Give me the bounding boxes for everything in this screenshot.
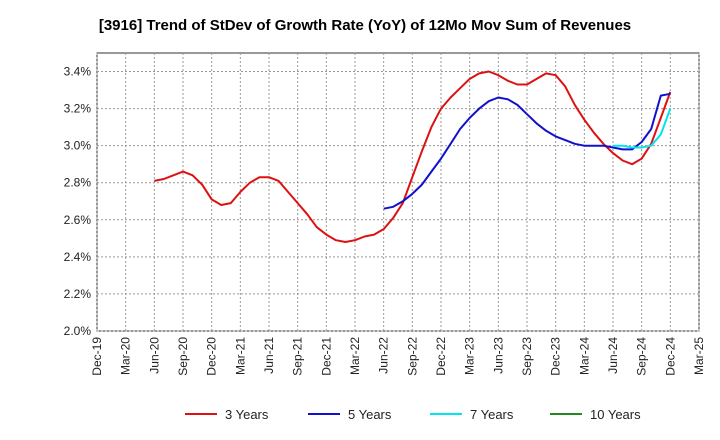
chart-title: [3916] Trend of StDev of Growth Rate (Yo…: [99, 17, 631, 34]
x-tick-label: Mar-23: [463, 337, 477, 375]
x-tick-label: Jun-22: [377, 337, 391, 374]
x-tick-label: Dec-22: [434, 337, 448, 376]
y-tick-label: 3.0%: [64, 139, 92, 153]
y-tick-label: 3.2%: [64, 102, 92, 116]
series-line-5-years: [383, 92, 671, 210]
plot-area: [96, 52, 700, 332]
y-tick-label: 2.6%: [64, 213, 92, 227]
grid-lines: [96, 53, 700, 332]
x-tick-label: Dec-20: [205, 337, 219, 376]
legend-label: 3 Years: [225, 407, 269, 422]
x-tick-label: Mar-25: [692, 337, 706, 375]
x-tick-label: Mar-22: [348, 337, 362, 375]
x-tick-label: Jun-20: [147, 337, 161, 374]
x-tick-label: Mar-24: [577, 337, 591, 375]
y-tick-label: 3.4%: [64, 65, 92, 79]
y-tick-label: 2.2%: [64, 287, 92, 301]
y-axis-ticks: 2.0% 2.2% 2.4% 2.6% 2.8% 3.0% 3.2% 3.4%: [64, 65, 92, 338]
legend-label: 7 Years: [470, 407, 514, 422]
x-tick-label: Dec-19: [90, 337, 104, 376]
x-tick-label: Mar-20: [119, 337, 133, 375]
x-axis-ticks: Dec-19 Mar-20 Jun-20 Sep-20 Dec-20 Mar-21 Jun-…: [90, 337, 706, 376]
y-tick-label: 2.4%: [64, 250, 92, 264]
y-tick-label: 2.0%: [64, 324, 92, 338]
x-tick-label: Sep-24: [635, 337, 649, 376]
legend-label: 10 Years: [590, 407, 641, 422]
legend: 3 Years 5 Years 7 Years 10 Years: [185, 407, 641, 422]
x-tick-label: Jun-24: [606, 337, 620, 374]
series-line-7-years: [613, 108, 672, 149]
x-tick-label: Jun-21: [262, 337, 276, 374]
x-tick-label: Dec-24: [663, 337, 677, 376]
x-tick-label: Dec-23: [549, 337, 563, 376]
x-tick-label: Dec-21: [319, 337, 333, 376]
x-tick-label: Jun-23: [491, 337, 505, 374]
x-tick-label: Sep-20: [176, 337, 190, 376]
x-tick-label: Sep-21: [291, 337, 305, 376]
series-lines: [154, 70, 672, 243]
legend-label: 5 Years: [348, 407, 392, 422]
x-tick-label: Mar-21: [233, 337, 247, 375]
x-tick-label: Sep-23: [520, 337, 534, 376]
x-tick-label: Sep-22: [405, 337, 419, 376]
y-tick-label: 2.8%: [64, 176, 92, 190]
series-line-3-years: [154, 70, 672, 243]
